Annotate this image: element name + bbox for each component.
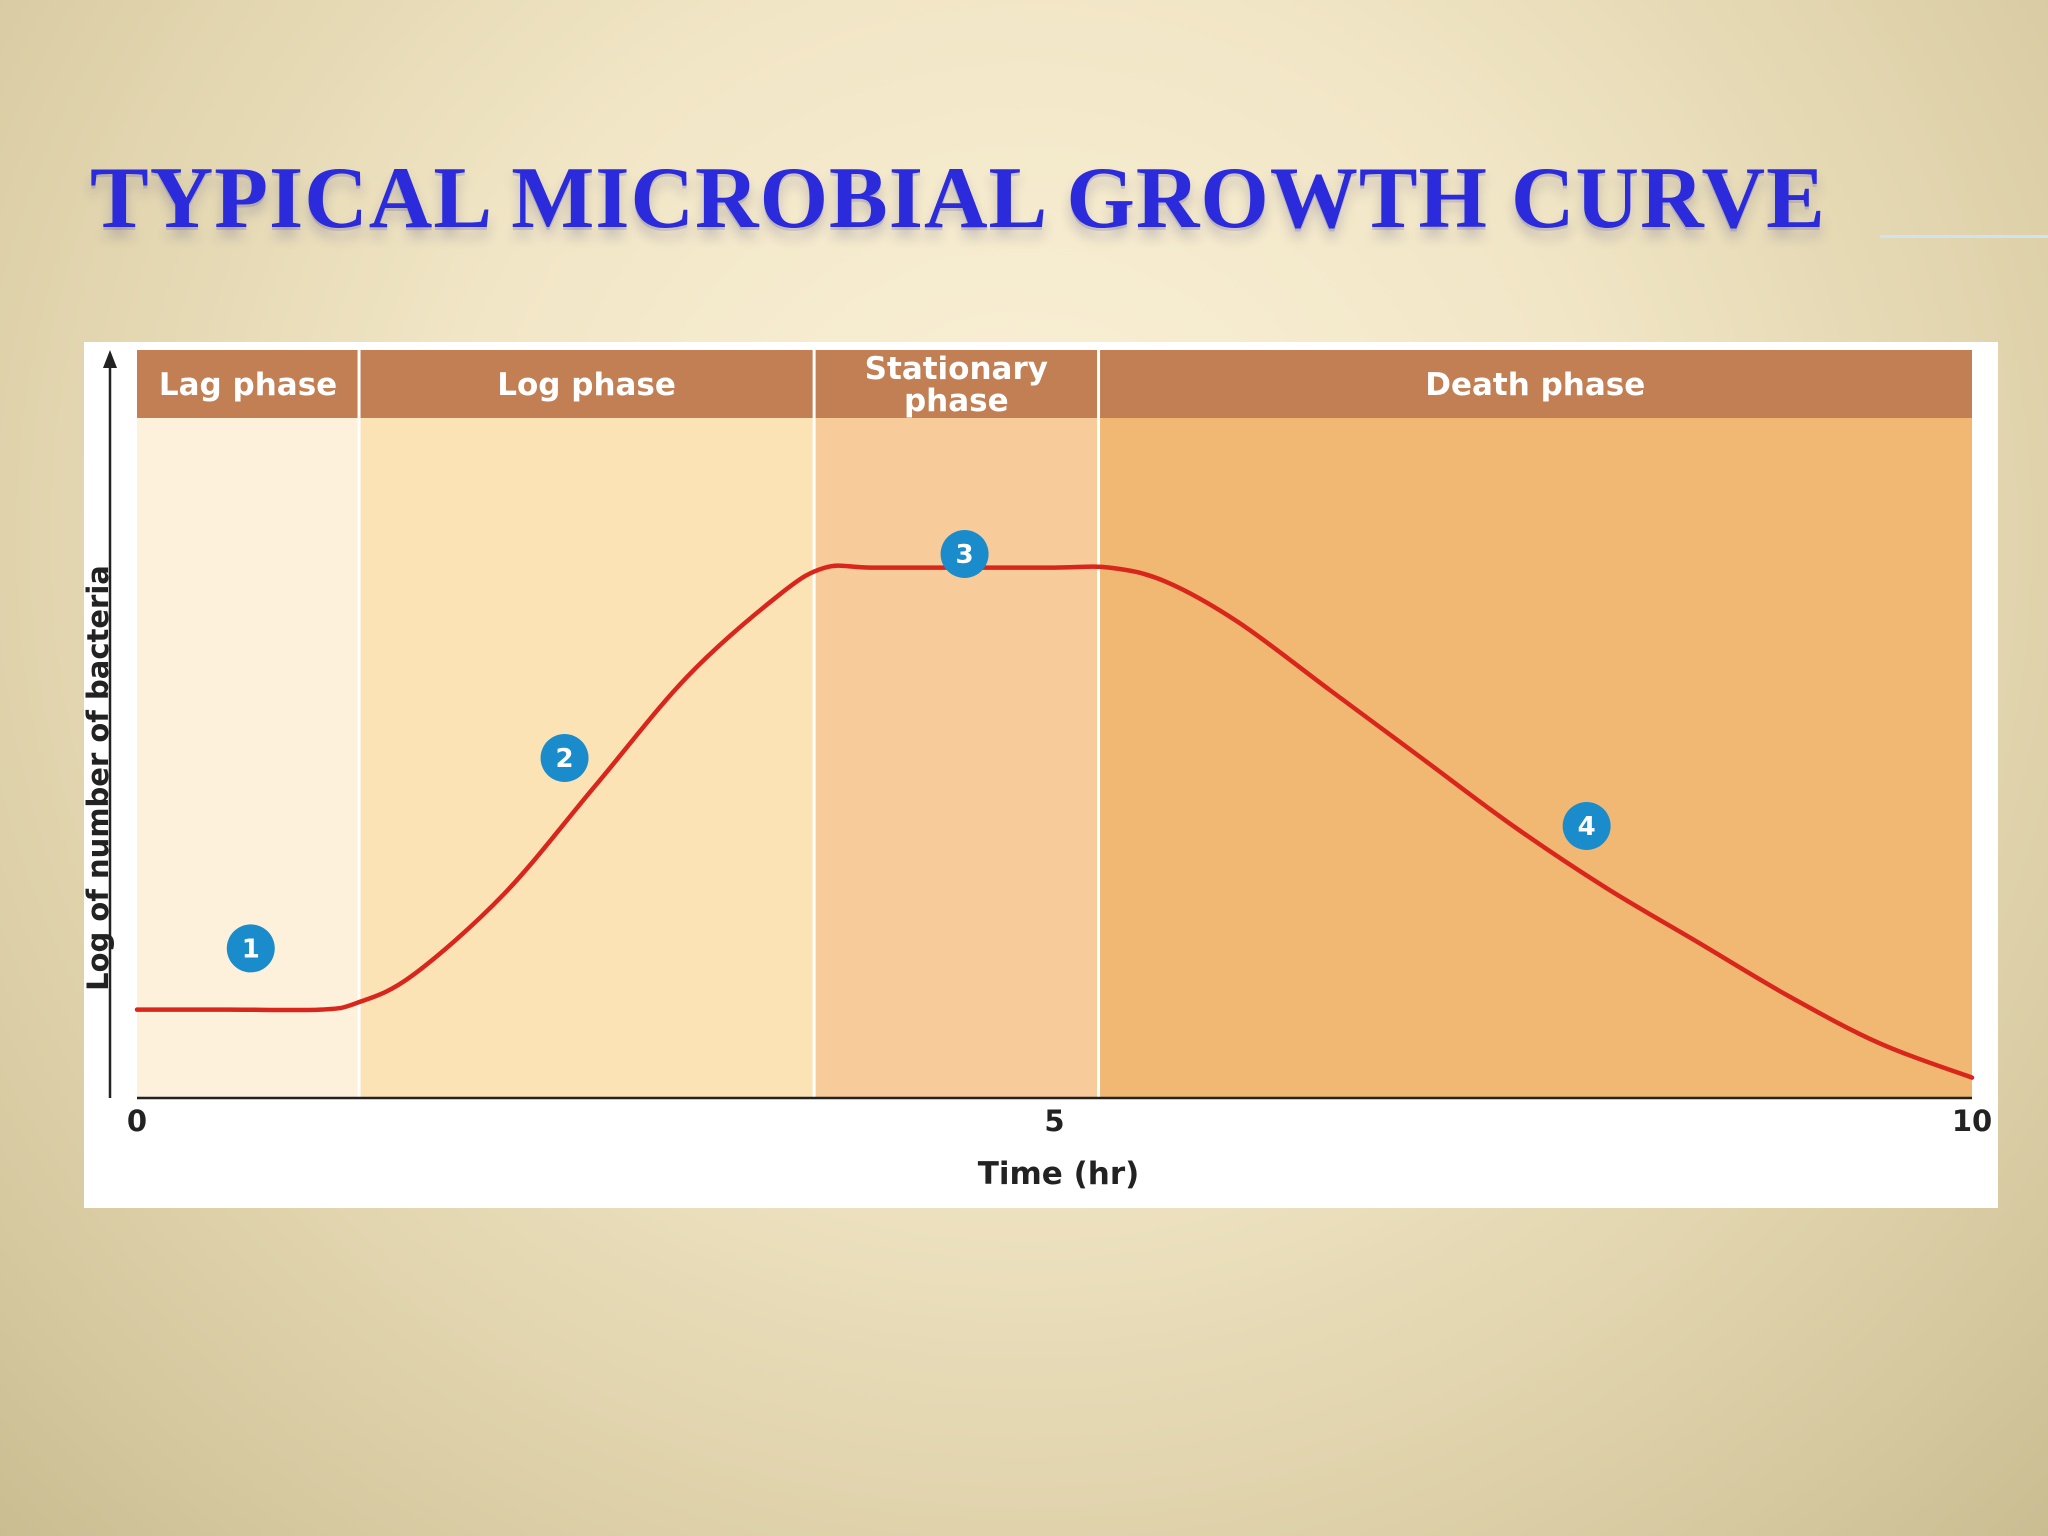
phase-marker-3: 3 [940, 530, 989, 578]
phase-band-4 [1098, 418, 1972, 1098]
y-axis-label: Log of number of bacteria [84, 565, 115, 991]
marker-number-3: 3 [956, 540, 974, 570]
marker-number-4: 4 [1578, 812, 1596, 842]
y-axis-arrow-icon [103, 350, 117, 368]
marker-number-2: 2 [556, 744, 574, 774]
phase-label-3-line-1: Stationary [865, 351, 1048, 387]
phase-marker-2: 2 [540, 734, 589, 782]
growth-curve-line [134, 563, 1975, 1080]
growth-curve-figure: Lag phase Log phase Stationary phase Death p… [84, 342, 1998, 1208]
phase-header-3 [814, 350, 1099, 418]
phase-label-4-line-1: Death phase [1425, 367, 1645, 403]
marker-circle-3 [940, 530, 989, 578]
phase-band-1 [137, 418, 360, 1098]
x-tick-label-10: 10 [1952, 1104, 1992, 1138]
phase-header-4 [1098, 350, 1972, 418]
title-rule [1880, 235, 2048, 238]
x-tick-label-0: 0 [127, 1104, 147, 1138]
phase-band-3 [814, 418, 1099, 1098]
phase-marker-4: 4 [1562, 802, 1611, 850]
slide-title: TYPICAL MICROBIAL GROWTH CURVE [90, 150, 1826, 247]
marker-number-1: 1 [242, 934, 260, 964]
marker-circle-1 [226, 924, 275, 973]
phase-header-2 [359, 350, 815, 418]
curve-layer [134, 563, 1975, 1080]
phase-marker-1: 1 [226, 924, 275, 973]
x-axis-label: Time (hr) [978, 1156, 1140, 1192]
marker-circle-2 [540, 734, 589, 782]
marker-circle-4 [1562, 802, 1611, 850]
phase-label-2-line-1: Log phase [497, 367, 676, 403]
phase-label-1-line-1: Lag phase [159, 367, 337, 403]
phase-markers: 1 2 3 4 [226, 530, 1611, 973]
phase-label-3-line-2: phase [904, 383, 1009, 419]
title-area: TYPICAL MICROBIAL GROWTH CURVE [0, 0, 2048, 300]
axes: 0 5 10 Time (hr) Log of number of bacteria [84, 350, 1992, 1192]
x-tick-label-5: 5 [1044, 1104, 1064, 1138]
x-tick-labels: 0 5 10 [127, 1104, 1992, 1138]
phase-header-1 [137, 350, 360, 418]
